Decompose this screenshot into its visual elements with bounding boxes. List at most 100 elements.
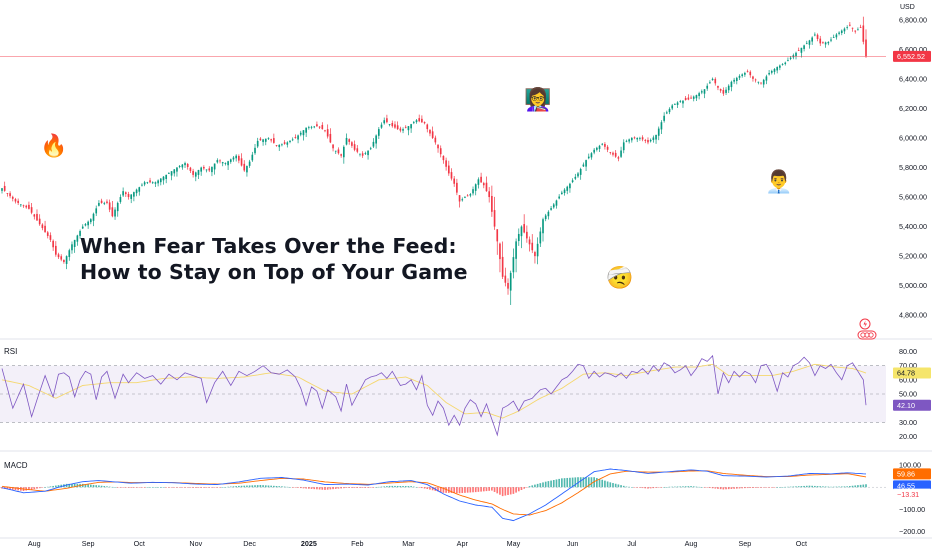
macd-histogram-bar [515, 487, 517, 493]
candle-body [429, 129, 431, 134]
candle-body [283, 142, 286, 144]
price-axis[interactable]: 6,800.00 6,600.00 6,400.00 6,200.00 6,000.00… [899, 15, 927, 536]
macd-histogram-bar [830, 486, 832, 488]
macd-histogram-bar [461, 487, 464, 494]
macd-histogram-bar [297, 487, 299, 488]
price-tick-label: 6,600.00 [899, 45, 927, 54]
macd-histogram-bar [719, 487, 722, 490]
macd-histogram-bar [754, 487, 757, 488]
candle-body [795, 52, 797, 57]
macd-histogram-bar [587, 477, 590, 488]
candle-body [854, 30, 857, 32]
lightning-tool-icon[interactable] [857, 318, 877, 344]
candle-body [491, 195, 493, 212]
candle-body [291, 139, 294, 141]
candle-body [730, 81, 733, 88]
price-tick-label: 6,800.00 [899, 15, 927, 24]
macd-histogram-bar [386, 486, 388, 488]
macd-histogram-bar [57, 485, 60, 488]
macd-histogram-bar [211, 487, 213, 488]
candle-body [695, 95, 698, 99]
macd-histogram-bar [727, 487, 730, 490]
candle-body [609, 152, 612, 153]
macd-histogram-bar [735, 487, 738, 489]
candle-body [262, 139, 264, 143]
macd-histogram-bar [246, 485, 248, 488]
candle-body [267, 137, 270, 139]
macd-histogram-bar [46, 486, 49, 488]
macd-histogram-bar [482, 487, 485, 492]
candle-body [73, 239, 76, 247]
candle-body [264, 138, 267, 142]
candle-body [235, 155, 238, 159]
candle-body [501, 256, 504, 277]
macd-histogram-bar [305, 487, 307, 489]
candle-body [464, 197, 466, 198]
macd-histogram-bar [423, 487, 426, 489]
macd-histogram-bar [380, 486, 383, 488]
candle-body [159, 178, 162, 183]
macd-histogram-bar [633, 487, 636, 488]
rsi-tick-label: 30.00 [899, 418, 917, 427]
macd-histogram-bar [596, 478, 598, 488]
macd-label: MACD [4, 461, 28, 470]
candle-body [240, 158, 243, 166]
candle-body [633, 137, 636, 139]
macd-histogram-bar [181, 487, 184, 488]
candle-body [447, 165, 450, 174]
candle-body [348, 139, 351, 142]
macd-histogram-bar [835, 486, 838, 488]
macd-histogram-bar [456, 487, 458, 494]
macd-histogram-bar [544, 481, 547, 488]
macd-histogram-bar [213, 487, 216, 488]
macd-histogram-bar [814, 485, 816, 488]
candle-body [224, 163, 227, 164]
candle-body [181, 164, 184, 168]
candle-body [127, 194, 130, 198]
macd-histogram-bar [95, 485, 98, 488]
price-tick-label: 6,200.00 [899, 104, 927, 113]
person-presenting-icon: 👩‍🏫 [524, 88, 552, 113]
candle-body [663, 115, 665, 121]
candle-body [369, 148, 372, 150]
candle-body [106, 201, 108, 203]
macd-histogram-bar [412, 486, 415, 488]
candle-body [200, 167, 203, 172]
candle-body [44, 225, 46, 233]
macd-histogram-bar [805, 485, 808, 488]
rsi-ma-tag: 64.78 [897, 369, 915, 378]
macd-histogram-bar [146, 487, 149, 488]
macd-histogram-bar [509, 487, 512, 495]
candle-body [784, 62, 787, 64]
rsi-line [1, 354, 867, 437]
candle-body [211, 167, 213, 173]
candle-body [3, 185, 6, 191]
candle-body [186, 163, 189, 168]
macd-histogram-bar [695, 486, 698, 488]
candle-body [665, 112, 668, 114]
macd-histogram-bar [445, 487, 447, 493]
candle-body [461, 199, 464, 201]
rsi-ma-line [1, 363, 867, 419]
macd-histogram-bar [507, 487, 509, 495]
candle-body [386, 118, 388, 123]
macd-histogram-bar [488, 487, 491, 491]
macd-histogram-bar [552, 480, 555, 488]
time-axis[interactable]: Aug Sep Oct Nov Dec 2025 Feb Mar Apr May Jun Jul Aug… [28, 539, 807, 548]
macd-histogram-bar [865, 484, 867, 488]
time-axis-label: Nov [189, 539, 202, 548]
candle-body [54, 245, 57, 255]
candle-body [690, 97, 692, 99]
macd-histogram-bar [259, 485, 262, 488]
candle-body [496, 229, 499, 242]
candle-body [531, 242, 534, 251]
candle-body [614, 152, 617, 157]
macd-histogram-bar [851, 485, 854, 488]
candle-body [116, 202, 119, 212]
macd-histogram-bar [351, 487, 353, 488]
macd-histogram-bar [130, 487, 133, 488]
time-axis-label: Jul [627, 539, 637, 548]
macd-histogram-bar [639, 487, 641, 488]
candle-body [700, 91, 703, 93]
candle-body [25, 205, 28, 208]
